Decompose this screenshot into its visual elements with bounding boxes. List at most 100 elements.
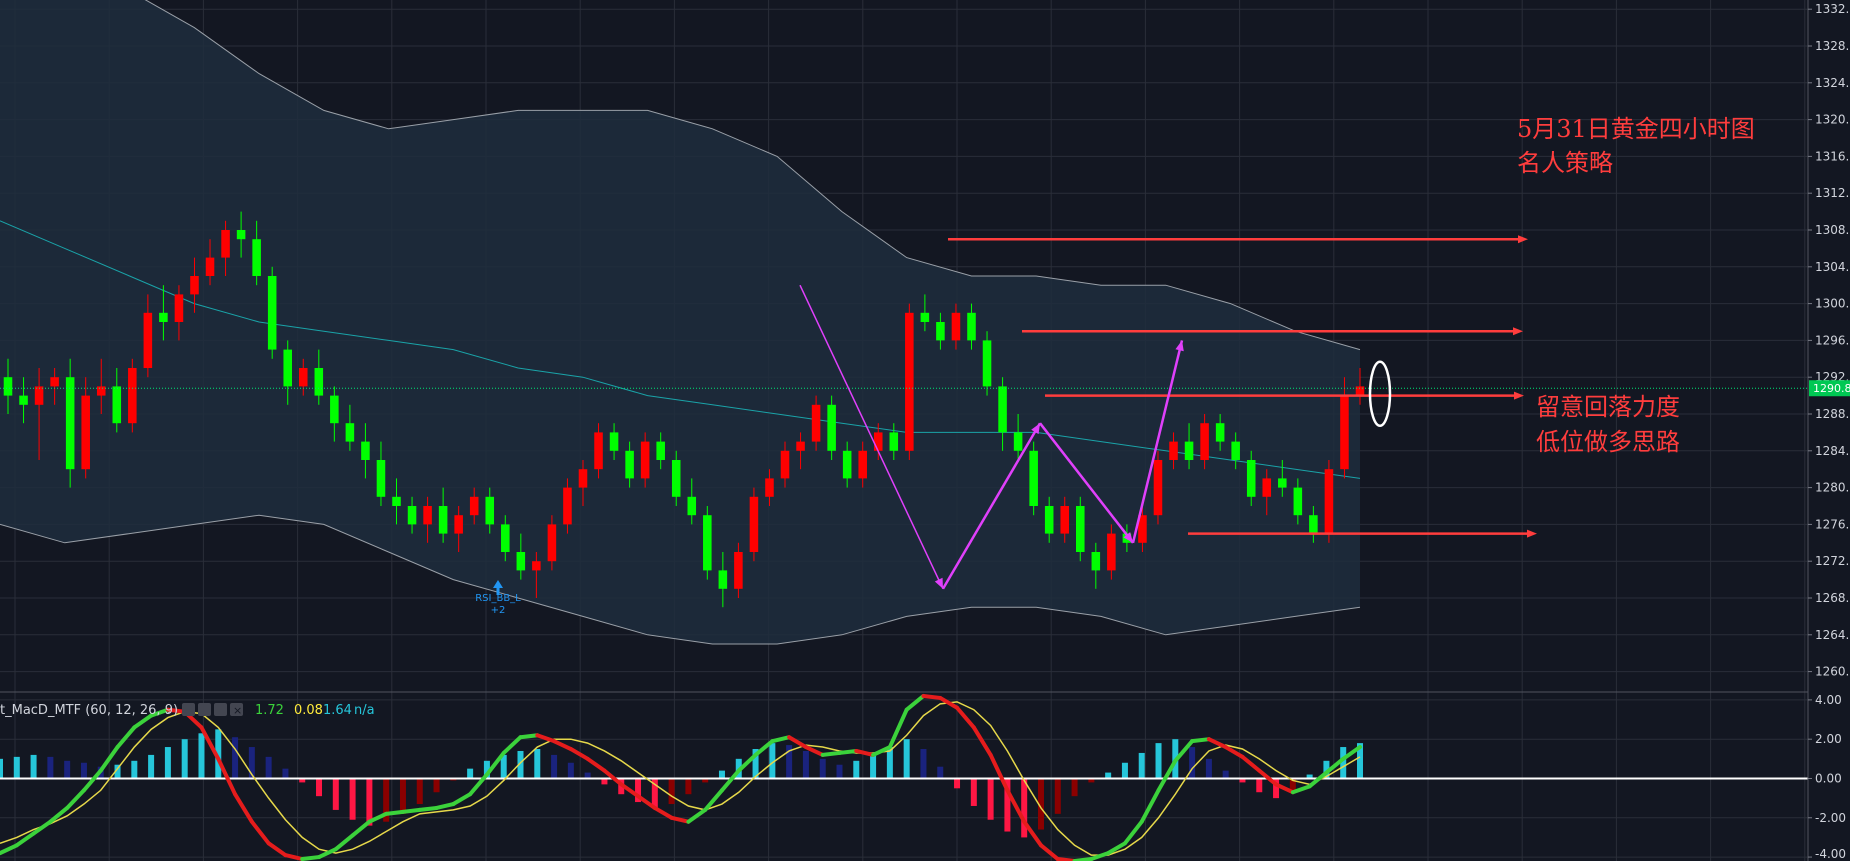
candle[interactable]: [578, 460, 588, 506]
candle[interactable]: [19, 377, 28, 424]
candle[interactable]: [1340, 377, 1349, 479]
candle[interactable]: [361, 423, 370, 479]
candle[interactable]: [128, 358, 137, 433]
candle[interactable]: [1138, 506, 1147, 552]
candlestick-series[interactable]: [3, 211, 1365, 608]
price-level-arrow[interactable]: [1188, 529, 1537, 538]
candle[interactable]: [516, 533, 526, 580]
candle[interactable]: [547, 515, 557, 571]
candle[interactable]: [827, 395, 836, 460]
candle[interactable]: [205, 239, 215, 286]
price-level-arrow[interactable]: [1022, 327, 1523, 336]
candle[interactable]: [438, 487, 448, 543]
candle[interactable]: [3, 358, 13, 414]
candle[interactable]: [951, 303, 961, 350]
candle[interactable]: [112, 368, 122, 433]
candle[interactable]: [811, 395, 821, 451]
candle[interactable]: [65, 358, 75, 488]
price-level-arrow[interactable]: [948, 235, 1528, 244]
candle[interactable]: [967, 303, 976, 350]
price-axis[interactable]: 1332.0 1328.0 1324.0 1320.0 1316.0 1312.0 1308…: [1807, 0, 1850, 861]
close-icon[interactable]: [230, 703, 243, 716]
candle[interactable]: [625, 441, 634, 488]
candle[interactable]: [1262, 469, 1272, 516]
candle[interactable]: [687, 478, 697, 525]
candle[interactable]: [718, 552, 728, 608]
candle[interactable]: [1324, 460, 1334, 543]
candle[interactable]: [873, 423, 883, 460]
candle[interactable]: [1246, 450, 1256, 506]
candle[interactable]: [734, 542, 743, 598]
candle[interactable]: [1355, 368, 1365, 405]
candle[interactable]: [392, 478, 401, 525]
candle[interactable]: [1091, 542, 1101, 589]
candle[interactable]: [749, 487, 759, 562]
candle[interactable]: [252, 220, 261, 286]
candle[interactable]: [283, 340, 292, 405]
candle[interactable]: [1231, 432, 1240, 470]
candle[interactable]: [1029, 441, 1038, 516]
candle[interactable]: [1169, 432, 1178, 470]
candle[interactable]: [267, 266, 277, 359]
candle[interactable]: [1200, 414, 1209, 470]
candle[interactable]: [889, 423, 899, 460]
candle[interactable]: [640, 432, 650, 488]
chevron-down-icon[interactable]: ⌄: [163, 704, 172, 717]
candle[interactable]: [469, 487, 479, 525]
candle[interactable]: [1013, 414, 1023, 460]
candle[interactable]: [501, 515, 510, 562]
candle[interactable]: [563, 478, 572, 534]
candle[interactable]: [858, 441, 867, 488]
candle[interactable]: [1044, 496, 1054, 543]
candle[interactable]: [50, 368, 59, 405]
candle[interactable]: [454, 506, 463, 552]
candle[interactable]: [1293, 478, 1303, 525]
candle[interactable]: [330, 386, 339, 442]
candle[interactable]: [1278, 460, 1287, 497]
candle[interactable]: [765, 469, 774, 506]
candle[interactable]: [298, 358, 308, 396]
candle[interactable]: [1215, 414, 1225, 451]
candle[interactable]: [1060, 496, 1070, 543]
candle[interactable]: [532, 552, 541, 598]
candle[interactable]: [905, 303, 914, 460]
candle[interactable]: [998, 377, 1007, 451]
candle[interactable]: [159, 285, 168, 341]
candle[interactable]: [780, 441, 790, 488]
candle[interactable]: [96, 358, 106, 414]
candle[interactable]: [345, 404, 355, 451]
macd-indicator-name[interactable]: t_MacD_MTF (60, 12, 26, 9): [0, 703, 178, 718]
candle[interactable]: [1184, 423, 1194, 470]
settings-icon[interactable]: [198, 703, 211, 716]
candle[interactable]: [174, 285, 184, 341]
candle[interactable]: [236, 211, 246, 258]
candle[interactable]: [407, 496, 417, 534]
candle[interactable]: [671, 450, 681, 506]
candle[interactable]: [656, 432, 665, 470]
eye-icon[interactable]: [182, 703, 195, 716]
candle[interactable]: [376, 441, 386, 506]
candle[interactable]: [81, 377, 90, 479]
rsi-bb-signal[interactable]: RSI_BB_L +2: [475, 580, 521, 616]
candle[interactable]: [1153, 450, 1163, 525]
candle[interactable]: [190, 257, 199, 313]
price-level-arrow[interactable]: [1045, 391, 1524, 400]
candle[interactable]: [221, 220, 230, 276]
candle[interactable]: [842, 441, 852, 488]
candle[interactable]: [34, 368, 44, 460]
candle[interactable]: [920, 294, 930, 332]
candle[interactable]: [1076, 496, 1085, 562]
candle[interactable]: [703, 506, 712, 580]
candle[interactable]: [1309, 506, 1318, 543]
candle[interactable]: [314, 349, 324, 405]
source-code-icon[interactable]: [214, 703, 227, 716]
candle[interactable]: [936, 312, 945, 350]
candle[interactable]: [423, 496, 432, 543]
candle[interactable]: [982, 331, 992, 396]
candle[interactable]: [485, 487, 495, 534]
macd-panel[interactable]: [0, 693, 1808, 861]
candle[interactable]: [609, 423, 619, 460]
candle[interactable]: [143, 294, 153, 378]
candle[interactable]: [1107, 524, 1116, 580]
current-price-badge[interactable]: 1290.8: [1809, 380, 1850, 397]
